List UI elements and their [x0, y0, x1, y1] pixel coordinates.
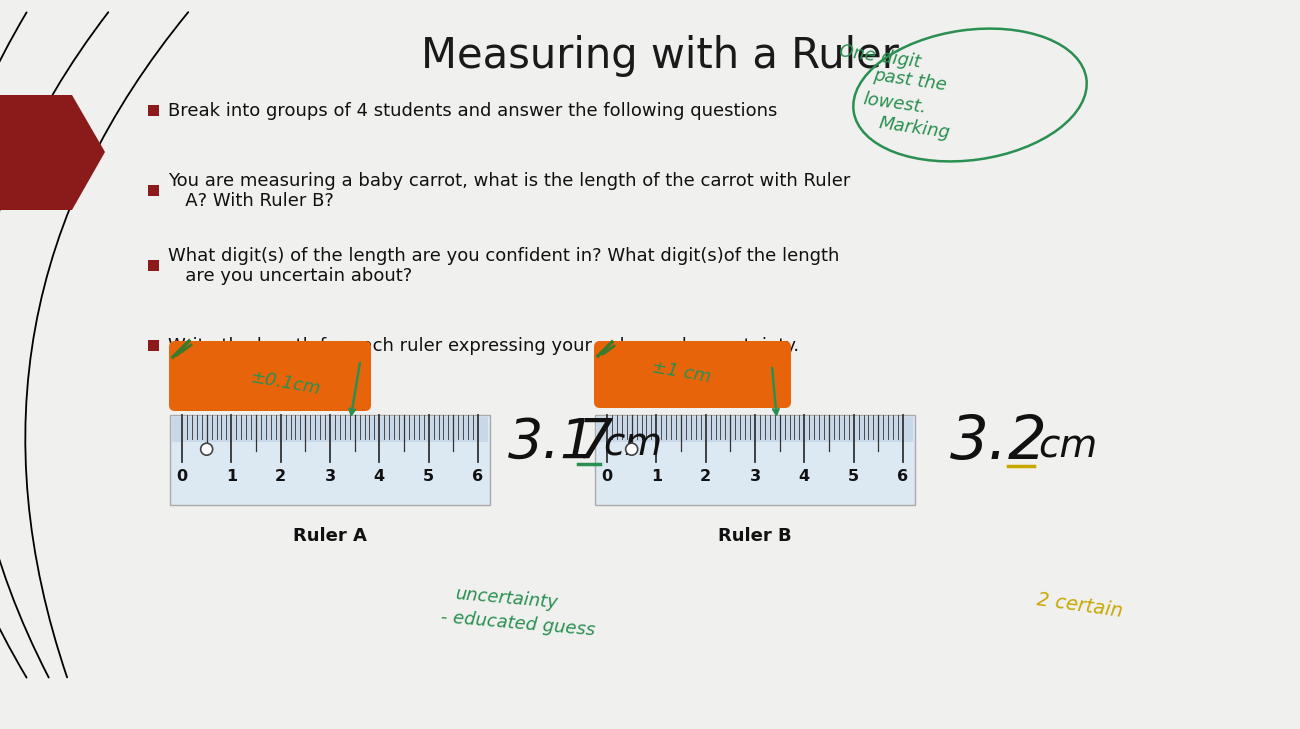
- Text: Break into groups of 4 students and answer the following questions: Break into groups of 4 students and answ…: [168, 102, 777, 120]
- Text: 3: 3: [749, 469, 760, 484]
- Text: 2: 2: [276, 469, 286, 484]
- Text: You are measuring a baby carrot, what is the length of the carrot with Ruler
   : You are measuring a baby carrot, what is…: [168, 171, 850, 211]
- FancyBboxPatch shape: [595, 415, 915, 505]
- Text: ±0.1cm: ±0.1cm: [248, 368, 321, 398]
- FancyBboxPatch shape: [594, 341, 790, 408]
- Text: - educated guess: - educated guess: [439, 608, 595, 639]
- Text: 1: 1: [651, 469, 662, 484]
- FancyBboxPatch shape: [148, 105, 159, 116]
- Circle shape: [200, 443, 213, 455]
- Text: 0: 0: [177, 469, 187, 484]
- FancyBboxPatch shape: [169, 341, 370, 411]
- FancyBboxPatch shape: [148, 185, 159, 196]
- FancyBboxPatch shape: [597, 417, 913, 443]
- Text: One digit: One digit: [838, 42, 922, 71]
- Text: 6: 6: [897, 469, 909, 484]
- Text: 5: 5: [848, 469, 859, 484]
- Text: 5: 5: [422, 469, 434, 484]
- FancyBboxPatch shape: [148, 260, 159, 271]
- Text: 2 certain: 2 certain: [1035, 590, 1123, 621]
- Text: 2: 2: [701, 469, 711, 484]
- Text: 3: 3: [325, 469, 335, 484]
- Text: past the: past the: [872, 66, 948, 94]
- Text: ±1 cm: ±1 cm: [650, 358, 712, 386]
- Text: 6: 6: [472, 469, 484, 484]
- Text: cm: cm: [1037, 427, 1097, 465]
- Text: 3.1: 3.1: [508, 416, 597, 469]
- Text: Measuring with a Ruler: Measuring with a Ruler: [421, 35, 898, 77]
- Text: What digit(s) of the length are you confident in? What digit(s)of the length
   : What digit(s) of the length are you conf…: [168, 246, 840, 285]
- Polygon shape: [0, 95, 105, 210]
- Circle shape: [625, 443, 638, 455]
- Text: 1: 1: [226, 469, 237, 484]
- Text: 0: 0: [602, 469, 612, 484]
- Text: uncertainty: uncertainty: [455, 585, 559, 612]
- Text: 3.: 3.: [950, 413, 1009, 472]
- Text: cm: cm: [603, 425, 662, 463]
- Text: 2: 2: [1008, 413, 1046, 472]
- Text: Marking: Marking: [878, 114, 952, 142]
- Text: Ruler B: Ruler B: [718, 527, 792, 545]
- Text: 4: 4: [374, 469, 385, 484]
- Text: Ruler A: Ruler A: [292, 527, 367, 545]
- Text: 4: 4: [798, 469, 810, 484]
- Text: lowest.: lowest.: [862, 90, 928, 117]
- FancyBboxPatch shape: [172, 417, 488, 443]
- FancyBboxPatch shape: [170, 415, 490, 505]
- Text: Write the length for each ruler expressing your value and uncertainty.: Write the length for each ruler expressi…: [168, 337, 800, 355]
- FancyBboxPatch shape: [148, 340, 159, 351]
- Text: 7: 7: [578, 416, 614, 469]
